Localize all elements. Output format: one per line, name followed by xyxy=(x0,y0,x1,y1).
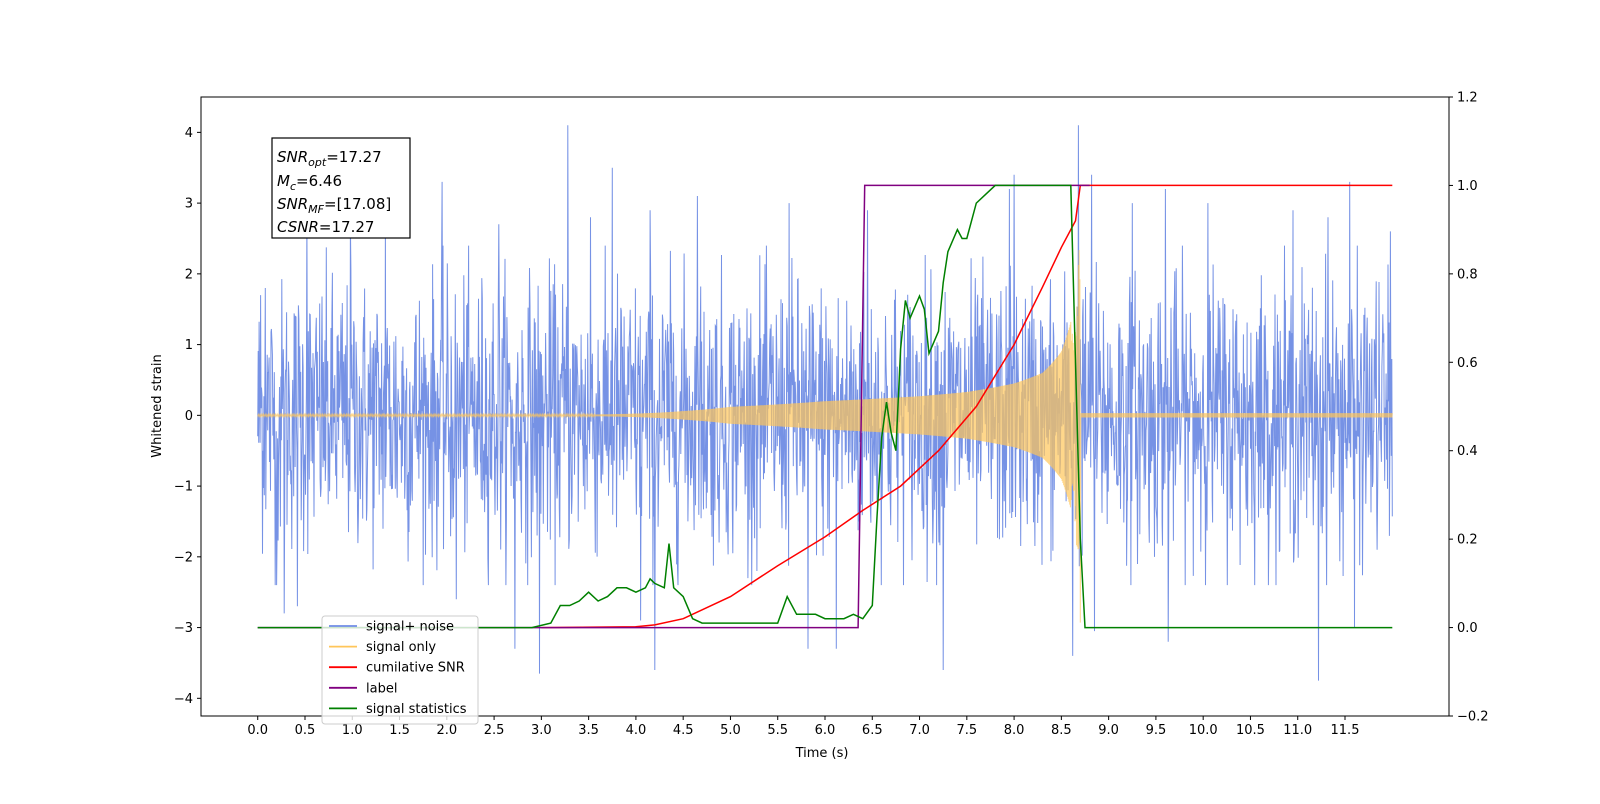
annotation-line: SNRMF=[17.08] xyxy=(277,195,391,216)
legend-label: cumilative SNR xyxy=(366,661,465,676)
x-tick-label: 7.0 xyxy=(909,723,930,738)
x-tick-label: 0.5 xyxy=(295,723,316,738)
annotation-line: CSNR=17.27 xyxy=(277,218,374,236)
y-left-tick-label: 3 xyxy=(185,197,193,212)
x-tick-label: 1.5 xyxy=(389,723,410,738)
x-tick-label: 5.0 xyxy=(720,723,741,738)
legend: signal+ noise signal only cumilative SNR la… xyxy=(321,615,479,725)
x-tick-label: 9.5 xyxy=(1146,723,1167,738)
annotation-line: SNRopt=17.27 xyxy=(277,148,382,169)
series-label-line xyxy=(257,184,1090,629)
x-tick-label: 7.5 xyxy=(956,723,977,738)
y-left-tick-label: −4 xyxy=(174,692,193,707)
y-right-tick-label: 1.2 xyxy=(1457,91,1478,106)
x-tick-label: 2.5 xyxy=(484,723,505,738)
x-tick-label: 4.0 xyxy=(626,723,647,738)
y-left-tick-label: 1 xyxy=(185,338,193,353)
y-axis-label: Whitened strain xyxy=(150,354,165,457)
x-tick-label: 8.0 xyxy=(1004,723,1025,738)
x-tick-label: 9.0 xyxy=(1098,723,1119,738)
y-left-tick-label: −3 xyxy=(174,621,193,636)
y-left-tick-label: −1 xyxy=(174,480,193,495)
series-signal-noise-line xyxy=(257,125,1393,681)
legend-label: signal only xyxy=(366,640,436,655)
x-tick-label: 4.5 xyxy=(673,723,694,738)
x-tick-label: 10.0 xyxy=(1189,723,1218,738)
y-right-tick-label: 0.6 xyxy=(1457,356,1478,371)
x-axis-label: Time (s) xyxy=(795,746,849,761)
x-tick-label: 3.5 xyxy=(578,723,599,738)
x-tick-label: 10.5 xyxy=(1236,723,1265,738)
y-left-tick-label: −2 xyxy=(174,550,193,565)
series-signal-statistics-line xyxy=(257,184,1393,629)
x-tick-label: 6.5 xyxy=(862,723,883,738)
y-right-tick-label: 0.2 xyxy=(1457,533,1478,548)
legend-label: label xyxy=(366,681,397,696)
legend-label: signal+ noise xyxy=(366,620,454,635)
y-left-tick-label: 0 xyxy=(185,409,193,424)
x-tick-label: 1.0 xyxy=(342,723,363,738)
x-tick-label: 11.5 xyxy=(1331,723,1360,738)
x-axis: 0.0 0.5 1.0 1.5 2.0 2.5 3.0 3.5 4.0 4.5 5.0 5.5 6.0 6… xyxy=(247,716,1359,738)
series-signal-only-line xyxy=(257,250,1393,623)
x-tick-label: 6.0 xyxy=(815,723,836,738)
x-tick-label: 8.5 xyxy=(1051,723,1072,738)
x-tick-label: 11.0 xyxy=(1283,723,1312,738)
x-tick-label: 0.0 xyxy=(247,723,268,738)
y-left-tick-label: 4 xyxy=(185,126,193,141)
x-tick-label: 5.5 xyxy=(767,723,788,738)
y-right-tick-label: 0.0 xyxy=(1457,621,1478,636)
series-layer xyxy=(257,125,1393,681)
y-axis-right: −0.2 0.0 0.2 0.4 0.6 0.8 1.0 1.2 xyxy=(1449,91,1489,725)
x-tick-label: 2.0 xyxy=(436,723,457,738)
legend-label: signal statistics xyxy=(366,702,467,717)
y-right-tick-label: −0.2 xyxy=(1457,710,1489,725)
y-right-tick-label: 1.0 xyxy=(1457,179,1478,194)
y-right-tick-label: 0.4 xyxy=(1457,444,1478,459)
annotation-line: Mc=6.46 xyxy=(277,172,342,193)
y-left-tick-label: 2 xyxy=(185,267,193,282)
y-axis-left: −4 −3 −2 −1 0 1 2 3 4 xyxy=(174,126,201,707)
y-right-tick-label: 0.8 xyxy=(1457,267,1478,282)
x-tick-label: 3.0 xyxy=(531,723,552,738)
